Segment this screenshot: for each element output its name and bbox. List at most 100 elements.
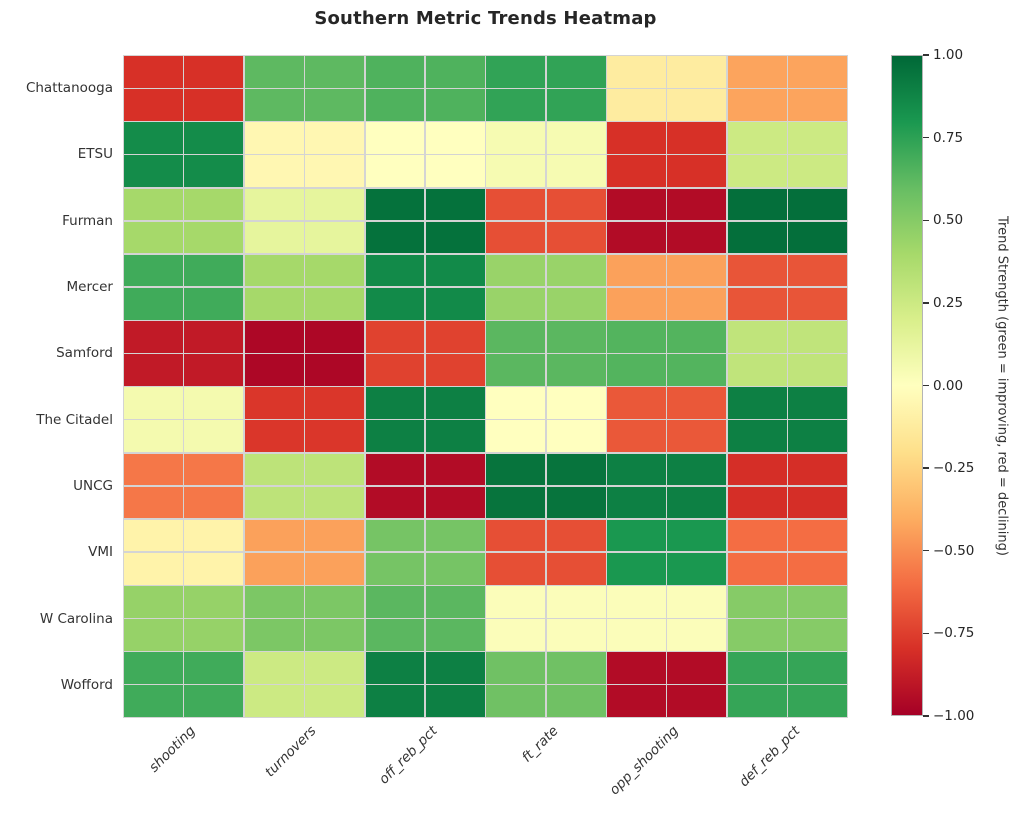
heatmap-cell-W Carolina-off_reb_pct	[365, 586, 425, 618]
heatmap-cell-UNCG-opp_shooting	[667, 453, 727, 486]
heatmap-cell-Mercer-off_reb_pct	[425, 287, 485, 320]
colorbar-tick-mark	[923, 632, 929, 635]
heatmap-cell-Furman-off_reb_pct	[365, 188, 425, 221]
y-tick-label: Furman	[62, 212, 113, 229]
heatmap-cell-Samford-opp_shooting	[607, 354, 666, 386]
heatmap-cell-ETSU-shooting	[184, 122, 244, 154]
heatmap-cell-VMI-off_reb_pct	[365, 519, 425, 552]
colorbar-tick-label: 0.00	[933, 377, 964, 394]
heatmap-cell-The Citadel-off_reb_pct	[425, 420, 485, 452]
heatmap-cell-Wofford-turnovers	[244, 685, 304, 717]
heatmap-cell-VMI-def_reb_pct	[788, 519, 847, 552]
heatmap-cell-W Carolina-ft_rate	[546, 619, 606, 651]
heatmap-cell-W Carolina-off_reb_pct	[425, 586, 485, 618]
colorbar-tick-mark	[923, 384, 929, 387]
heatmap-cell-Chattanooga-off_reb_pct	[425, 56, 485, 88]
heatmap-cell-UNCG-shooting	[184, 453, 244, 486]
heatmap-cell-UNCG-turnovers	[244, 453, 304, 486]
heatmap-cell-ETSU-def_reb_pct	[727, 122, 787, 154]
colorbar-tick-mark	[923, 715, 929, 717]
heatmap-cell-Wofford-opp_shooting	[667, 685, 727, 717]
heatmap-cell-The Citadel-off_reb_pct	[365, 387, 425, 419]
heatmap-cell-W Carolina-off_reb_pct	[365, 619, 425, 651]
heatmap-cell-Mercer-ft_rate	[546, 254, 606, 287]
heatmap-cell-Wofford-off_reb_pct	[425, 652, 485, 684]
heatmap-cell-Samford-def_reb_pct	[727, 354, 787, 386]
heatmap-cell-VMI-ft_rate	[486, 552, 546, 585]
heatmap-cell-Chattanooga-off_reb_pct	[425, 89, 485, 121]
heatmap-cell-Wofford-opp_shooting	[607, 652, 666, 684]
heatmap-cell-W Carolina-def_reb_pct	[727, 586, 787, 618]
heatmap-cell-Wofford-ft_rate	[546, 652, 606, 684]
heatmap-cell-Furman-turnovers	[244, 221, 304, 254]
heatmap-cell-VMI-opp_shooting	[607, 519, 666, 552]
heatmap-cell-ETSU-off_reb_pct	[425, 122, 485, 154]
heatmap-cell-ETSU-ft_rate	[546, 122, 606, 154]
heatmap-cell-Wofford-turnovers	[305, 685, 364, 717]
heatmap-cell-UNCG-turnovers	[305, 453, 364, 486]
heatmap-cell-Mercer-ft_rate	[486, 287, 546, 320]
heatmap-cell-Samford-opp_shooting	[667, 321, 727, 353]
heatmap-cell-Samford-shooting	[184, 354, 244, 386]
heatmap-cell-Samford-off_reb_pct	[365, 354, 425, 386]
heatmap-cell-The Citadel-off_reb_pct	[425, 387, 485, 419]
heatmap-cell-Wofford-ft_rate	[546, 685, 606, 717]
heatmap-cell-Samford-turnovers	[244, 321, 304, 353]
y-tick-label: W Carolina	[39, 610, 113, 627]
heatmap-cell-Wofford-opp_shooting	[607, 685, 666, 717]
heatmap-cell-Chattanooga-def_reb_pct	[788, 56, 847, 88]
heatmap-cell-VMI-ft_rate	[546, 519, 606, 552]
heatmap-cell-Mercer-off_reb_pct	[425, 254, 485, 287]
heatmap-cell-ETSU-def_reb_pct	[788, 122, 847, 154]
heatmap-cell-Furman-opp_shooting	[607, 221, 666, 254]
heatmap-cell-W Carolina-shooting	[124, 619, 183, 651]
heatmap-cell-Wofford-def_reb_pct	[727, 652, 787, 684]
heatmap-cell-The Citadel-turnovers	[244, 420, 304, 452]
heatmap-cell-VMI-ft_rate	[546, 552, 606, 585]
heatmap-cell-Samford-def_reb_pct	[788, 354, 847, 386]
x-tick-label: ft_rate	[518, 723, 562, 766]
heatmap-cell-W Carolina-shooting	[184, 586, 244, 618]
heatmap-cell-Wofford-shooting	[124, 652, 183, 684]
heatmap-cell-W Carolina-ft_rate	[486, 586, 546, 618]
heatmap-cell-UNCG-shooting	[184, 486, 244, 519]
y-tick-label: Mercer	[66, 279, 114, 296]
heatmap-cell-W Carolina-def_reb_pct	[788, 619, 847, 651]
heatmap-cell-Mercer-turnovers	[305, 287, 364, 320]
heatmap-cell-ETSU-ft_rate	[486, 155, 546, 187]
heatmap-cell-Furman-ft_rate	[486, 221, 546, 254]
heatmap-cell-VMI-def_reb_pct	[727, 552, 787, 585]
x-tick-label: def_reb_pct	[735, 723, 803, 791]
heatmap-cell-Samford-def_reb_pct	[727, 321, 787, 353]
heatmap-cell-The Citadel-ft_rate	[486, 420, 546, 452]
colorbar-label: Trend Strength (green = improving, red =…	[994, 216, 1010, 556]
heatmap-cell-ETSU-opp_shooting	[607, 155, 666, 187]
heatmap-cell-Wofford-turnovers	[244, 652, 304, 684]
heatmap-cell-Mercer-ft_rate	[546, 287, 606, 320]
heatmap-cell-ETSU-shooting	[184, 155, 244, 187]
heatmap-cell-Wofford-ft_rate	[486, 685, 546, 717]
heatmap-cell-VMI-opp_shooting	[607, 552, 666, 585]
heatmap-cell-Furman-opp_shooting	[667, 221, 727, 254]
heatmap-cell-Samford-turnovers	[244, 354, 304, 386]
heatmap-cell-Mercer-def_reb_pct	[727, 254, 787, 287]
heatmap-cell-Chattanooga-shooting	[124, 56, 183, 88]
heatmap-cell-Mercer-turnovers	[305, 254, 364, 287]
heatmap-cell-Furman-opp_shooting	[607, 188, 666, 221]
heatmap-cell-Wofford-def_reb_pct	[727, 685, 787, 717]
heatmap-cell-VMI-opp_shooting	[667, 519, 727, 552]
heatmap-cell-Chattanooga-turnovers	[305, 56, 364, 88]
heatmap-cell-ETSU-turnovers	[305, 155, 364, 187]
colorbar-gradient	[891, 55, 923, 716]
y-tick-label: The Citadel	[36, 411, 113, 428]
colorbar-tick-mark	[923, 467, 929, 469]
heatmap-cell-Chattanooga-ft_rate	[546, 56, 606, 88]
heatmap-cell-UNCG-def_reb_pct	[727, 453, 787, 486]
heatmap-cell-UNCG-off_reb_pct	[365, 453, 425, 486]
heatmap-cell-Wofford-opp_shooting	[667, 652, 727, 684]
heatmap-cell-UNCG-opp_shooting	[607, 486, 666, 519]
heatmap-cell-ETSU-turnovers	[244, 122, 304, 154]
heatmap-cell-Mercer-ft_rate	[486, 254, 546, 287]
heatmap-cell-Samford-shooting	[184, 321, 244, 353]
y-tick-label: Chattanooga	[25, 80, 113, 97]
